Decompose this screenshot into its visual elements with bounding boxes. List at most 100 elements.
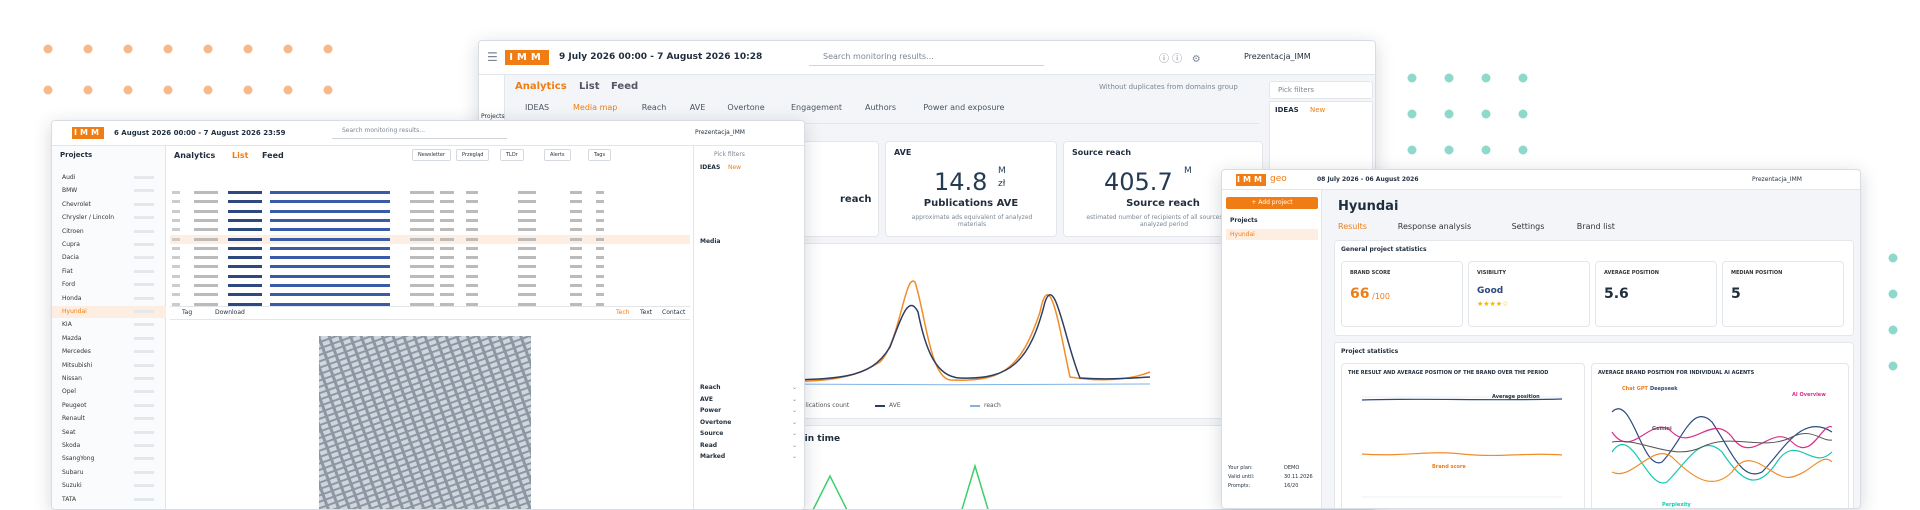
subtab[interactable]: Authors — [865, 103, 897, 112]
ave-card: AVE 14.8 M zł Publications AVE approxima… — [885, 141, 1057, 237]
project-item[interactable]: Subaru — [62, 468, 84, 476]
project-item[interactable]: Citroen — [62, 227, 84, 235]
cell-placeholder — [518, 228, 536, 232]
subtab[interactable]: Media map — [573, 103, 618, 112]
tab[interactable]: Analytics — [515, 81, 567, 92]
subtab[interactable]: AVE — [689, 103, 706, 112]
subtab[interactable]: Reach — [641, 103, 667, 112]
project-item[interactable]: Opel — [62, 388, 76, 396]
logo: IMM — [1236, 174, 1266, 186]
filter-section[interactable]: Power — [700, 407, 722, 414]
geo-window: IMM geo 08 July 2026 - 06 August 2026 Pr… — [1221, 169, 1861, 509]
user-menu[interactable]: Prezentacja_IMM — [1752, 176, 1802, 183]
filter-section[interactable]: Overtone — [700, 418, 732, 426]
project-item[interactable]: Mazda — [62, 334, 82, 342]
button[interactable]: Przegląd — [456, 149, 490, 161]
filter-box[interactable]: Pick filters — [1269, 81, 1373, 99]
project-item[interactable]: BMW — [62, 187, 78, 195]
button[interactable]: Alerts — [544, 149, 571, 161]
cell-placeholder — [518, 209, 536, 213]
menu-icon[interactable]: ☰ — [487, 50, 498, 64]
filter-section[interactable]: Read — [700, 441, 718, 449]
project-item[interactable]: Suzuki — [62, 482, 82, 490]
date-range[interactable]: 08 July 2026 - 06 August 2026 — [1317, 176, 1419, 183]
cell-placeholder — [440, 218, 454, 222]
project-item[interactable]: Chevrolet — [62, 200, 91, 208]
toggle-label[interactable]: Without duplicates from domains group — [1099, 83, 1238, 91]
cell-placeholder — [440, 200, 454, 204]
cell-placeholder — [410, 284, 434, 287]
project-item[interactable]: Mitsubishi — [62, 361, 93, 369]
subtab[interactable]: Engagement — [791, 103, 843, 112]
filter-section[interactable]: Marked — [700, 453, 726, 460]
subtab[interactable]: Power and exposure — [923, 103, 1005, 112]
project-item[interactable]: Ford — [62, 281, 76, 289]
project-item[interactable]: Dacia — [62, 254, 79, 262]
button[interactable]: Download — [215, 309, 245, 316]
subtab[interactable]: Overtone — [727, 103, 765, 112]
tab[interactable]: Text — [640, 309, 653, 316]
user-menu[interactable]: Prezentacja_IMM — [695, 129, 745, 136]
project-item[interactable]: KIA — [62, 321, 72, 329]
tab[interactable]: List — [579, 81, 600, 92]
line-chart — [750, 280, 1151, 386]
project-item[interactable]: Seat — [62, 428, 76, 436]
icons[interactable]: ⓘ ⓘ ⚙ — [1159, 54, 1201, 65]
bar-placeholder — [134, 390, 154, 394]
project-item[interactable]: Fiat — [62, 267, 73, 275]
project-item[interactable]: Chrysler / Lincoln — [62, 214, 115, 222]
tab[interactable]: Settings — [1511, 222, 1545, 231]
cell-placeholder — [270, 274, 390, 278]
bar-placeholder — [134, 283, 154, 287]
project-item[interactable]: Hyundai — [1226, 229, 1318, 240]
tab[interactable]: Contact — [662, 309, 686, 316]
card-label: reach — [840, 194, 872, 205]
project-item[interactable]: Renault — [62, 415, 85, 423]
tab[interactable]: Response analysis — [1397, 222, 1472, 231]
sidebar-label[interactable]: Projects — [481, 113, 505, 120]
project-item[interactable]: Nissan — [62, 375, 82, 382]
project-item[interactable]: Honda — [62, 294, 82, 302]
tab[interactable]: Feed — [262, 151, 284, 160]
chevron: ⌄ — [792, 430, 798, 437]
date-range[interactable]: 9 July 2026 00:00 - 7 August 2026 10:28 — [559, 52, 763, 62]
button[interactable]: Tags — [588, 149, 612, 161]
add-project-button[interactable]: + Add project — [1226, 197, 1318, 209]
search-input[interactable]: Search monitoring results... — [332, 127, 507, 139]
project-item[interactable]: SsangYong — [62, 455, 95, 463]
date-range[interactable]: 6 August 2026 00:00 - 7 August 2026 23:5… — [114, 129, 286, 137]
button[interactable]: TLDr — [500, 149, 524, 161]
project-item[interactable]: TATA — [62, 495, 77, 503]
search-input[interactable]: Search monitoring results... — [809, 50, 1044, 66]
tab[interactable]: List — [232, 151, 249, 160]
stat-card: VISIBILITY Good ★★★★☆ — [1468, 261, 1590, 327]
filter-label[interactable]: Pick filters — [714, 151, 745, 158]
project-item[interactable]: Cupra — [62, 241, 80, 248]
tab[interactable]: Tech — [616, 309, 630, 316]
tab[interactable]: Brand list — [1576, 222, 1615, 231]
button[interactable]: Tag — [182, 309, 193, 316]
subtab[interactable]: IDEAS — [525, 103, 550, 112]
plan-key: Your plan: — [1228, 465, 1253, 471]
cell-placeholder — [270, 228, 390, 232]
button[interactable]: Newsletter — [412, 149, 452, 161]
chart-card: THE RESULT AND AVERAGE POSITION OF THE B… — [1341, 363, 1585, 508]
project-item[interactable]: Hyundai — [62, 308, 87, 315]
tab[interactable]: Results — [1338, 222, 1367, 231]
series-label: Chat GPT — [1622, 386, 1648, 392]
project-item[interactable]: Audi — [62, 174, 76, 181]
project-item[interactable]: Skoda — [62, 442, 81, 449]
tab[interactable]: Feed — [611, 81, 639, 92]
filter-section[interactable]: Source — [700, 430, 724, 437]
project-item[interactable]: Mercedes — [62, 348, 91, 356]
filter-section[interactable]: AVE — [700, 395, 713, 403]
cell-placeholder — [270, 191, 390, 194]
project-item[interactable]: Peugeot — [62, 401, 87, 409]
tab[interactable]: Analytics — [174, 151, 216, 160]
cell-placeholder — [172, 302, 180, 306]
cell-placeholder — [596, 228, 604, 232]
user-menu[interactable]: Prezentacja_IMM — [1244, 52, 1311, 61]
cell-placeholder — [172, 200, 180, 204]
legend-swatch — [970, 405, 980, 407]
filter-section[interactable]: Reach — [700, 384, 721, 391]
